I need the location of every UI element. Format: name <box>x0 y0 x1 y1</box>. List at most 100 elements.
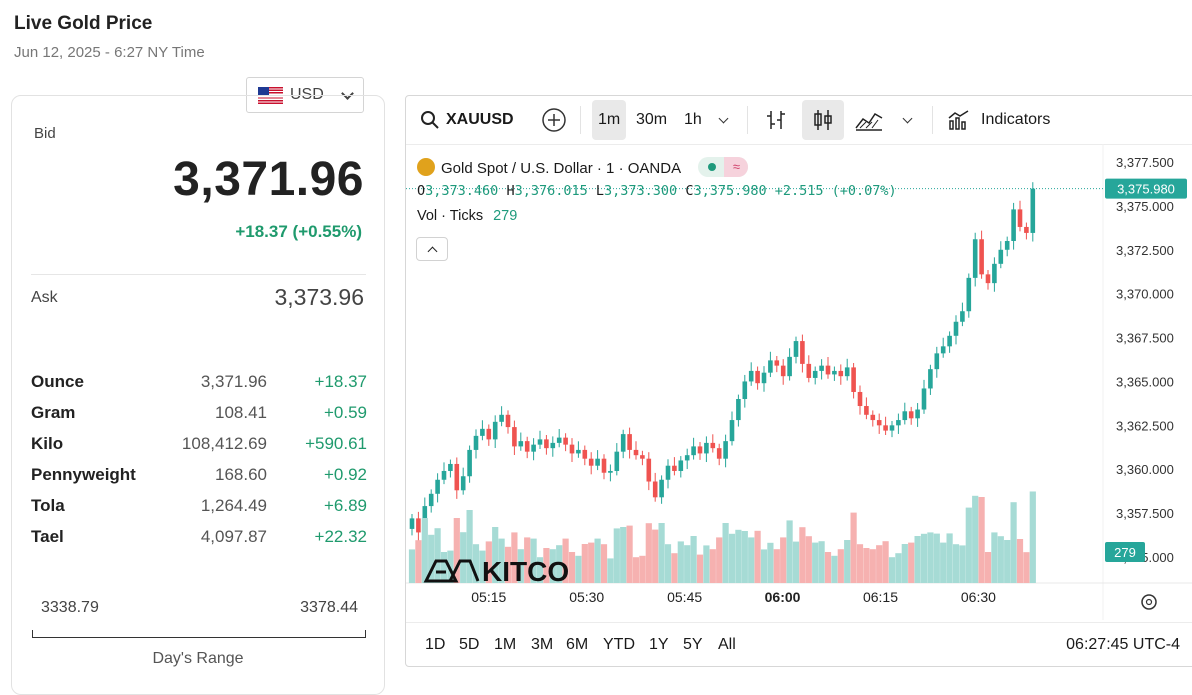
area-style-button[interactable] <box>854 96 884 144</box>
range-1y-button[interactable]: 1Y <box>649 636 669 653</box>
candle-body <box>550 442 556 449</box>
volume-bar <box>1010 502 1017 583</box>
volume-bar <box>652 529 659 583</box>
bar-style-button[interactable] <box>764 96 788 144</box>
price-chart[interactable]: 3,377.500 3,375.000 3,372.500 3,370.000 3,36… <box>406 144 1192 620</box>
volume-bar <box>728 533 736 583</box>
volume-bar <box>421 518 428 583</box>
chart-legend-title: Gold Spot / U.S. Dollar · 1 · OANDA ≈ <box>417 157 749 177</box>
volume-bar <box>498 538 505 583</box>
candle-body <box>742 381 748 399</box>
candle-body <box>800 341 805 364</box>
candle-body <box>1030 188 1036 233</box>
range-all-button[interactable]: All <box>718 636 736 653</box>
volume-bar <box>492 527 499 583</box>
candle-body <box>582 449 588 459</box>
volume-bar <box>466 510 473 583</box>
indicators-label: Indicators <box>981 111 1051 128</box>
candle-body <box>672 465 677 471</box>
candle-body <box>761 372 767 384</box>
candle-body <box>1011 209 1016 241</box>
range-1d-button[interactable]: 1D <box>425 636 446 653</box>
volume-bar <box>581 544 588 583</box>
candles-button[interactable] <box>811 96 835 144</box>
unit-price: 1,264.49 <box>200 495 267 515</box>
x-tick-label: 05:15 <box>471 589 506 605</box>
candle-body <box>576 449 581 454</box>
range-5y-button[interactable]: 5Y <box>683 636 703 653</box>
unit-change: +18.37 <box>314 371 367 391</box>
candle-body <box>768 360 773 373</box>
volume-bar <box>844 540 851 583</box>
interval-1m-button[interactable]: 1m <box>598 111 621 128</box>
volume-bar <box>696 554 704 583</box>
range-5d-button[interactable]: 5D <box>459 636 480 653</box>
volume-bar <box>613 528 620 583</box>
candles-icon <box>814 110 832 130</box>
x-tick-label: 06:15 <box>863 589 898 605</box>
unit-price: 108.41 <box>215 402 267 422</box>
volume-bar <box>959 545 966 583</box>
unit-name: Kilo <box>31 433 64 453</box>
interval-1h-button[interactable]: 1h <box>684 111 702 128</box>
volume-bar <box>863 548 870 583</box>
compare-button[interactable] <box>541 96 567 144</box>
volume-bar <box>626 525 633 583</box>
symbol-search-button[interactable]: XAUUSD <box>420 96 514 144</box>
volume-bar <box>972 495 979 583</box>
units-table: Ounce 3,371.96 +18.37 Gram 108.41 +0.59 … <box>31 366 367 552</box>
candle-body <box>748 370 754 382</box>
price-panel: Bid 3,371.96 +18.37 (+0.55%) Ask 3,373.9… <box>11 95 385 695</box>
volume-bar <box>562 538 569 583</box>
volume-bar <box>882 541 889 583</box>
high-label: H <box>506 183 515 199</box>
y-tick-label: 3,375.000 <box>1116 199 1174 214</box>
settings-gear-icon[interactable] <box>1141 594 1157 610</box>
candle-body <box>659 479 664 498</box>
candle-body <box>505 414 511 428</box>
candle-body <box>588 458 594 466</box>
volume-bar <box>671 553 678 583</box>
indicators-button[interactable]: Indicators <box>947 96 1050 144</box>
candle-body <box>953 321 959 336</box>
day-range-high: 3378.44 <box>300 599 358 616</box>
y-tick-label: 3,370.000 <box>1116 287 1174 302</box>
table-row: Ounce 3,371.96 +18.37 <box>31 366 367 397</box>
candle-body <box>896 420 901 426</box>
candle-body <box>531 444 536 452</box>
table-row: Pennyweight 168.60 +0.92 <box>31 459 367 490</box>
settings-gear-icon <box>1145 598 1153 606</box>
chart-type-dropdown[interactable] <box>902 96 913 144</box>
volume-bar <box>997 536 1004 583</box>
interval-dropdown[interactable] <box>718 96 729 144</box>
unit-change: +0.92 <box>323 464 367 484</box>
volume-bar <box>837 549 844 583</box>
chart-toolbar: XAUUSD 1m 30m 1h Indicators <box>406 96 1192 145</box>
interval-30m-button[interactable]: 30m <box>636 111 668 128</box>
range-3m-button[interactable]: 3M <box>531 636 554 653</box>
range-6m-button[interactable]: 6M <box>566 636 589 653</box>
range-1m-button[interactable]: 1M <box>494 636 517 653</box>
day-range-low: 3338.79 <box>41 599 99 616</box>
range-ytd-button[interactable]: YTD <box>603 636 635 653</box>
collapse-legend-button[interactable] <box>416 237 448 261</box>
candle-body <box>787 356 792 377</box>
volume-bar <box>888 557 896 583</box>
unit-change: +590.61 <box>305 433 367 453</box>
candle-body <box>646 458 652 482</box>
candle-body <box>889 425 895 431</box>
unit-name: Tael <box>31 526 64 546</box>
active-interval-highlight <box>592 100 626 140</box>
y-tick-label: 3,365.000 <box>1116 374 1174 389</box>
last-volume-badge <box>1105 542 1145 562</box>
candle-body <box>832 370 837 375</box>
candle-body <box>825 365 831 375</box>
volume-bar <box>780 537 787 583</box>
candle-body <box>486 428 492 440</box>
candle-body <box>793 341 799 357</box>
open-value: 3,373.460 <box>425 183 499 199</box>
candle-body <box>716 448 722 459</box>
candle-body <box>454 463 460 491</box>
volume-bar <box>556 545 563 583</box>
volume-bar <box>434 528 441 583</box>
